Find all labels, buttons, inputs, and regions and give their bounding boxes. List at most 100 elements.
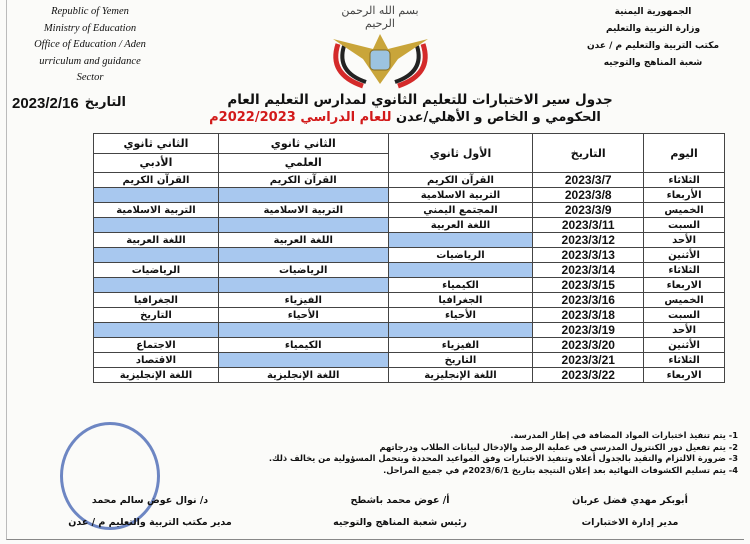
date-cell: 2023/3/12 xyxy=(532,232,645,248)
notes: 1- يتم تنفيذ اختبارات المواد المضافة في … xyxy=(218,430,738,476)
science-cell xyxy=(217,247,389,263)
science-cell: الأحياء xyxy=(217,307,389,323)
date-cell: 2023/3/7 xyxy=(532,172,645,188)
table-row: الثلاثاء 2023/3/14 الرياضيات الرياضيات xyxy=(93,262,725,278)
header-en-line: Office of Education / Aden xyxy=(34,39,146,50)
literary-cell: التاريخ xyxy=(93,307,219,323)
signature-curriculum-head: أ/ عوض محمد باشطح رئيس شعبة المناهج والت… xyxy=(300,490,500,534)
header-ar-line: الجمهورية اليمنية xyxy=(614,7,692,17)
literary-cell: التربية الاسلامية xyxy=(93,202,219,218)
science-cell xyxy=(217,187,389,203)
table-row: الخميس 2023/3/9 المجتمع اليمني التربية الاس… xyxy=(93,202,725,218)
science-cell: القرآن الكريم xyxy=(217,172,389,188)
table-row: الاربعاء 2023/3/22 اللغة الإنجليزية اللغة ا… xyxy=(93,367,725,383)
table-row: الخميس 2023/3/16 الجغرافيا الفيزياء الجغرافي… xyxy=(93,292,725,308)
first-secondary-cell: المجتمع اليمني xyxy=(387,202,534,218)
literary-cell: اللغة الإنجليزية xyxy=(93,367,219,383)
note-item: 4- يتم تسليم الكشوفات النهائية بعد إعلان… xyxy=(383,464,738,475)
basmala: بسم الله الرحمن الرحيم xyxy=(341,4,419,30)
science-cell: اللغة الإنجليزية xyxy=(217,367,389,383)
date-cell: 2023/3/14 xyxy=(532,262,645,278)
header-date: التاريخ xyxy=(532,133,645,173)
day-cell: السبت xyxy=(643,307,725,323)
table-row: الأثنين 2023/3/20 الفيزياء الكيمياء الاجتماع xyxy=(93,337,725,353)
date-cell: 2023/3/13 xyxy=(532,247,645,263)
date-value: 2023/2/16 xyxy=(12,95,79,112)
date-cell: 2023/3/22 xyxy=(532,367,645,383)
day-cell: الاربعاء xyxy=(643,277,725,293)
header-day: اليوم xyxy=(643,133,725,173)
header-literary: الأدبي xyxy=(93,152,219,173)
first-secondary-cell: الأحياء xyxy=(387,307,534,323)
literary-cell xyxy=(93,217,219,233)
yemen-emblem-icon xyxy=(333,34,428,89)
note-item: 1- يتم تنفيذ اختبارات المواد المضافة في … xyxy=(510,430,738,440)
title-line-2: الحكومي و الخاص و الأهلي/عدن للعام الدرا… xyxy=(150,110,660,125)
header-ar-line: وزارة التربية والتعليم xyxy=(605,24,701,34)
official-stamp xyxy=(60,422,160,530)
signature-title: رئيس شعبة المناهج والتوجيه xyxy=(333,517,467,528)
science-cell: اللغة العربية xyxy=(217,232,389,248)
signature-name: د/ نوال عوض سالم محمد xyxy=(91,495,209,506)
header-arabic: الجمهورية اليمنية وزارة التربية والتعليم… xyxy=(578,4,728,72)
science-cell: التربية الاسلامية xyxy=(217,202,389,218)
literary-cell xyxy=(93,187,219,203)
title-line-1: جدول سير الاختبارات للتعليم الثانوي لمدا… xyxy=(227,92,613,108)
signature-exams-director: أبوبكر مهدي فضل عربان مدير إدارة الاختبا… xyxy=(530,490,730,534)
literary-cell: الجغرافيا xyxy=(93,292,219,308)
exam-schedule-table: اليوم التاريخ الأول ثانوي الثاني ثانوي ا… xyxy=(93,133,725,383)
day-cell: الثلاثاء xyxy=(643,352,725,368)
science-cell: الفيزياء xyxy=(217,292,389,308)
day-cell: الأحد xyxy=(643,232,725,248)
date-label: التاريخ xyxy=(84,95,126,110)
document-date: التاريخ 2023/2/16 xyxy=(12,95,126,112)
date-cell: 2023/3/9 xyxy=(532,202,645,218)
date-cell: 2023/3/8 xyxy=(532,187,645,203)
first-secondary-cell xyxy=(387,232,534,248)
day-cell: الاربعاء xyxy=(643,367,725,383)
signature-name: أبوبكر مهدي فضل عربان xyxy=(572,495,688,506)
day-cell: الخميس xyxy=(643,292,725,308)
table-row: السبت 2023/3/11 اللغة العربية xyxy=(93,217,725,233)
note-item: 2- يتم تفعيل دور الكنترول المدرسي في عمل… xyxy=(379,441,738,452)
title-institutions: الحكومي و الخاص و الأهلي/عدن xyxy=(391,110,601,125)
day-cell: السبت xyxy=(643,217,725,233)
literary-cell: الاقتصاد xyxy=(93,352,219,368)
header-ar-line: شعبة المناهج والتوجيه xyxy=(603,58,703,68)
table-row: الاربعاء 2023/3/15 الكيمياء xyxy=(93,277,725,293)
header-en-line: urriculum and guidance Sector xyxy=(39,55,141,84)
header-english: Republic of Yemen Ministry of Education … xyxy=(30,4,150,87)
science-cell xyxy=(217,352,389,368)
header-science: العلمي xyxy=(217,152,389,173)
first-secondary-cell: التاريخ xyxy=(387,352,534,368)
first-secondary-cell: التربية الاسلامية xyxy=(387,187,534,203)
table-row: الثلاثاء 2023/3/7 القرآن الكريم القرآن الكر… xyxy=(93,172,725,188)
day-cell: الأثنين xyxy=(643,247,725,263)
date-cell: 2023/3/16 xyxy=(532,292,645,308)
table-row: الأربعاء 2023/3/8 التربية الاسلامية xyxy=(93,187,725,203)
first-secondary-cell: الفيزياء xyxy=(387,337,534,353)
table-row: الأحد 2023/3/19 xyxy=(93,322,725,338)
literary-cell xyxy=(93,322,219,338)
date-cell: 2023/3/15 xyxy=(532,277,645,293)
first-secondary-cell xyxy=(387,262,534,278)
header-second-secondary: الثاني ثانوي xyxy=(217,133,389,154)
literary-cell: الرياضيات xyxy=(93,262,219,278)
signature-office-director: د/ نوال عوض سالم محمد مدير مكتب التربية … xyxy=(30,490,270,534)
table-row: الأحد 2023/3/12 اللغة العربية اللغة العربية xyxy=(93,232,725,248)
first-secondary-cell: الجغرافيا xyxy=(387,292,534,308)
table-row: الثلاثاء 2023/3/21 التاريخ الاقتصاد xyxy=(93,352,725,368)
day-cell: الأثنين xyxy=(643,337,725,353)
literary-cell: القرآن الكريم xyxy=(93,172,219,188)
signature-title: مدير إدارة الاختبارات xyxy=(581,517,679,528)
date-cell: 2023/3/20 xyxy=(532,337,645,353)
date-cell: 2023/3/18 xyxy=(532,307,645,323)
first-secondary-cell: الكيمياء xyxy=(387,277,534,293)
science-cell xyxy=(217,277,389,293)
first-secondary-cell: اللغة الإنجليزية xyxy=(387,367,534,383)
header-en-line: Ministry of Education xyxy=(43,22,137,34)
first-secondary-cell: الرياضيات xyxy=(387,247,534,263)
date-cell: 2023/3/19 xyxy=(532,322,645,338)
header-second-secondary: الثاني ثانوي xyxy=(93,133,219,154)
science-cell: الكيمياء xyxy=(217,337,389,353)
